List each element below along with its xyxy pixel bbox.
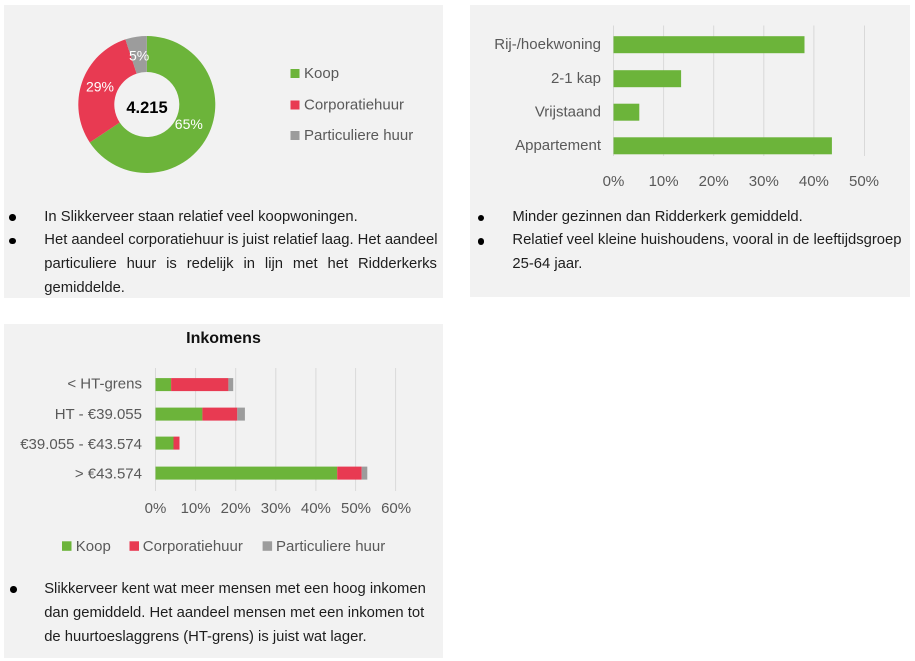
svg-text:50%: 50% bbox=[849, 173, 879, 190]
svg-text:Particuliere huur: Particuliere huur bbox=[276, 538, 385, 555]
svg-text:Corporatiehuur: Corporatiehuur bbox=[143, 538, 243, 555]
svg-text:30%: 30% bbox=[261, 500, 291, 517]
svg-text:0%: 0% bbox=[145, 500, 167, 517]
svg-text:5%: 5% bbox=[129, 48, 149, 64]
svg-text:Particuliere huur: Particuliere huur bbox=[304, 127, 413, 144]
svg-text:Rij-/hoekwoning: Rij-/hoekwoning bbox=[494, 36, 601, 53]
svg-text:20%: 20% bbox=[221, 500, 251, 517]
svg-text:Corporatiehuur: Corporatiehuur bbox=[304, 97, 404, 114]
svg-text:2-1 kap: 2-1 kap bbox=[551, 70, 601, 87]
svg-text:30%: 30% bbox=[749, 173, 779, 190]
svg-text:Koop: Koop bbox=[304, 65, 339, 82]
svg-text:29%: 29% bbox=[86, 79, 114, 95]
svg-text:50%: 50% bbox=[341, 500, 371, 517]
svg-text:4.215: 4.215 bbox=[126, 99, 167, 117]
svg-text:Vrijstaand: Vrijstaand bbox=[535, 104, 601, 121]
svg-text:> €43.574: > €43.574 bbox=[75, 465, 142, 482]
svg-text:60%: 60% bbox=[381, 500, 411, 517]
svg-text:HT - €39.055: HT - €39.055 bbox=[55, 406, 142, 423]
svg-text:10%: 10% bbox=[181, 500, 211, 517]
svg-text:40%: 40% bbox=[301, 500, 331, 517]
svg-text:< HT-grens: < HT-grens bbox=[67, 376, 142, 393]
svg-text:Appartement: Appartement bbox=[515, 137, 602, 154]
svg-text:65%: 65% bbox=[175, 116, 203, 132]
svg-text:0%: 0% bbox=[603, 173, 625, 190]
svg-text:€39.055 - €43.574: €39.055 - €43.574 bbox=[20, 436, 142, 453]
svg-text:40%: 40% bbox=[799, 173, 829, 190]
svg-text:Koop: Koop bbox=[76, 538, 111, 555]
svg-text:20%: 20% bbox=[699, 173, 729, 190]
svg-text:10%: 10% bbox=[649, 173, 679, 190]
